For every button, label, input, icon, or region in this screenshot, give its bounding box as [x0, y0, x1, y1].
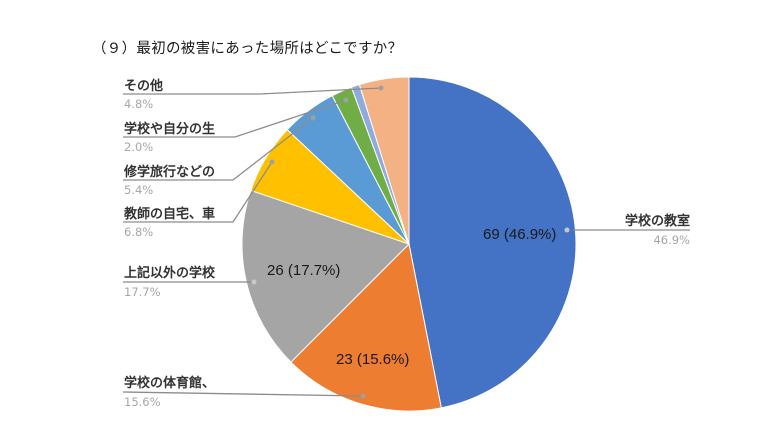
label-gym-pct: 15.6% [124, 395, 161, 409]
data-label-classroom: 69 (46.9%) [483, 226, 557, 243]
label-other-pct: 4.8% [124, 97, 154, 111]
label-school-trip-name: 修学旅行などの [124, 165, 216, 180]
leader-line-other [123, 87, 382, 95]
pie-slices [241, 76, 577, 412]
label-classroom-name: 学校の教室 [624, 214, 690, 229]
label-other-name: その他 [124, 79, 164, 94]
label-school-trip-pct: 5.4% [124, 183, 154, 197]
leader-dot-other-school [251, 279, 257, 285]
data-label-gym: 23 (15.6%) [336, 351, 410, 368]
leader-dot-other [378, 85, 384, 91]
leader-line-teacher-home [123, 161, 273, 223]
label-gym-name: 学校の体育館、 [124, 376, 216, 391]
leader-line-school-life [123, 99, 347, 138]
label-school-life-name: 学校や自分の生 [124, 122, 216, 137]
data-label-other-school: 26 (17.7%) [267, 262, 341, 279]
leader-dot-school-life [343, 97, 349, 103]
label-other-school-pct: 17.7% [124, 285, 161, 299]
leader-line-school-trip [123, 117, 314, 181]
leader-dot-school-trip [310, 115, 316, 121]
pie-slice-0 [408, 76, 577, 409]
label-teacher-home-pct: 6.8% [124, 225, 154, 239]
pie-slice-1 [290, 242, 442, 412]
leader-dot-classroom [564, 227, 570, 233]
label-classroom-pct: 46.9% [653, 233, 690, 247]
leader-line-gym [122, 391, 364, 397]
label-other-school-name: 上記以外の学校 [124, 266, 216, 281]
leader-dot-teacher-home [269, 159, 275, 165]
leader-dot-gym [360, 393, 366, 399]
pie-slice-7 [358, 76, 410, 245]
label-school-life-pct: 2.0% [124, 140, 154, 154]
label-teacher-home-name: 教師の自宅、車 [124, 207, 216, 222]
chart-title: （９）最初の被害にあった場所はどこですか？ [92, 41, 403, 57]
leader-lines [122, 85, 690, 399]
